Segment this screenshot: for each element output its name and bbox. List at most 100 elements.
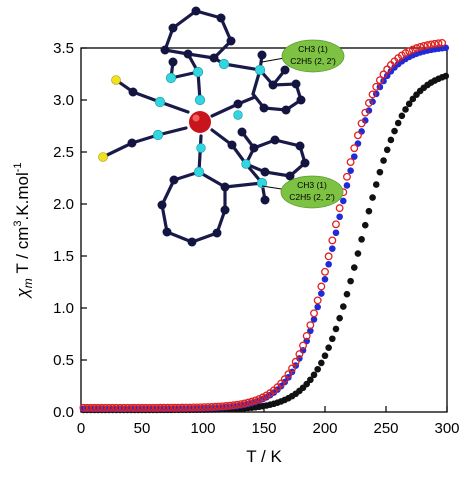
data-point-red — [328, 236, 337, 245]
data-point-black — [347, 277, 354, 285]
data-point-black — [318, 359, 325, 367]
data-point-red — [152, 403, 161, 412]
data-point-black — [442, 72, 450, 80]
data-point-red — [94, 403, 103, 412]
data-point-red — [247, 397, 256, 406]
data-point-black — [369, 194, 376, 201]
data-point-red — [299, 341, 307, 350]
data-point-red — [372, 82, 381, 91]
data-point-red — [90, 403, 99, 412]
data-point-red — [127, 403, 135, 412]
data-point-red — [123, 403, 132, 412]
data-point-red — [310, 309, 318, 318]
data-point-black — [336, 314, 343, 322]
data-point-red — [156, 403, 165, 412]
substituent-callout-top: CH3 (1) C2H5 (2, 2') — [261, 39, 345, 73]
data-point-red — [317, 282, 326, 291]
data-point-black — [314, 365, 321, 373]
y-tick-label: 3.5 — [53, 40, 74, 57]
data-point-red — [427, 40, 436, 49]
data-point-blue — [336, 213, 343, 221]
callout-bottom-line2: C2H5 (2, 2') — [289, 192, 335, 202]
series-blue — [80, 44, 450, 413]
data-point-blue — [347, 167, 354, 174]
data-point-red — [324, 252, 333, 261]
data-point-red — [211, 402, 220, 411]
data-point-black — [307, 376, 314, 384]
data-point-red — [288, 364, 297, 373]
callout-bottom-line1: CH3 (1) — [297, 180, 327, 190]
data-point-red — [178, 403, 187, 412]
data-point-red — [343, 172, 351, 181]
data-point-red — [86, 403, 95, 412]
y-tick-label: 2.0 — [53, 196, 74, 213]
data-point-red — [149, 403, 157, 412]
data-point-red — [79, 403, 88, 412]
substituent-callout-bottom: CH3 (1) C2H5 (2, 2') — [261, 175, 344, 209]
data-point-red — [83, 403, 92, 412]
data-point-red — [101, 403, 110, 412]
y-tick-label: 1.5 — [53, 248, 74, 265]
data-point-black — [372, 181, 380, 188]
data-point-red — [233, 400, 242, 409]
data-point-red — [229, 401, 238, 410]
data-point-blue — [350, 153, 358, 160]
data-point-blue — [332, 229, 340, 237]
data-point-red — [138, 403, 146, 412]
data-point-red — [222, 402, 231, 410]
data-point-red — [134, 403, 143, 412]
data-point-black — [405, 100, 413, 108]
data-point-red — [434, 39, 443, 48]
x-axis-label: T / K — [246, 447, 282, 466]
data-point-red — [306, 321, 315, 330]
data-point-red — [408, 45, 417, 54]
data-point-black — [325, 344, 332, 351]
data-point-red — [291, 357, 300, 366]
data-point-blue — [340, 197, 347, 205]
data-point-red — [160, 403, 168, 412]
data-point-black — [409, 95, 417, 103]
y-tick-label: 0.0 — [53, 404, 74, 421]
data-point-red — [379, 70, 388, 79]
data-point-red — [361, 108, 370, 117]
data-point-red — [225, 401, 234, 410]
data-point-red — [350, 144, 359, 153]
data-point-black — [332, 325, 340, 333]
axis-tick-labels: 0 50 100 150 200 250 300 0.0 0.5 1.0 1.5 2.0 2.5 3.0 3… — [53, 40, 459, 437]
data-point-red — [141, 403, 150, 412]
data-point-red — [218, 402, 227, 411]
data-point-black — [310, 371, 318, 379]
data-point-red — [302, 331, 311, 340]
data-point-red — [108, 403, 117, 412]
data-point-red — [105, 403, 114, 412]
data-point-black — [391, 127, 398, 135]
data-point-black — [402, 106, 409, 113]
data-point-black — [340, 303, 347, 310]
data-point-black — [350, 264, 358, 271]
data-point-blue — [365, 107, 373, 114]
series-black — [80, 72, 450, 414]
data-point-red — [332, 220, 340, 229]
x-tick-label: 50 — [134, 420, 151, 437]
data-point-black — [343, 290, 351, 298]
y-tick-label: 1.0 — [53, 300, 74, 317]
data-point-blue — [329, 245, 336, 252]
data-point-black — [354, 250, 362, 257]
data-point-red — [189, 403, 198, 412]
data-point-red — [280, 375, 289, 384]
axis-ticks — [80, 47, 448, 413]
data-point-red — [240, 399, 249, 408]
data-point-red — [192, 403, 201, 412]
data-point-black — [365, 207, 373, 215]
data-point-black — [383, 146, 391, 154]
data-point-red — [364, 99, 373, 107]
data-point-red — [375, 76, 384, 85]
data-point-red — [170, 403, 179, 412]
data-point-red — [251, 396, 260, 405]
x-tick-label: 100 — [190, 420, 215, 437]
data-point-red — [185, 403, 194, 412]
x-tick-label: 150 — [251, 420, 276, 437]
callout-top-line1: CH3 (1) — [298, 44, 328, 54]
data-point-red — [416, 43, 425, 51]
